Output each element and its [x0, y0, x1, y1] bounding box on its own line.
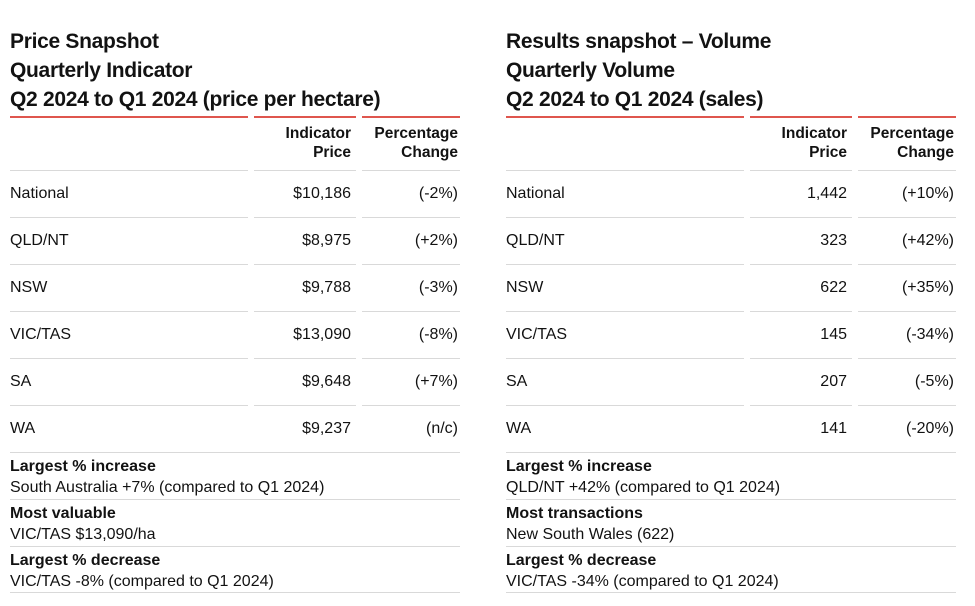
column-header-indicator-price: Indicator Price	[254, 116, 356, 170]
row-change: (n/c)	[362, 405, 460, 452]
row-label: SA	[10, 358, 248, 405]
table-row-vic-tas: VIC/TAS $13,090 (-8%)	[10, 311, 460, 358]
footnote-value: QLD/NT +42% (compared to Q1 2024)	[506, 479, 781, 496]
footnote-value: VIC/TAS $13,090/ha	[10, 526, 156, 543]
row-value: $10,186	[254, 170, 356, 217]
row-label: National	[10, 170, 248, 217]
footnote-value: VIC/TAS -8% (compared to Q1 2024)	[10, 573, 274, 590]
price-table-header-row: Indicator Price Percentage Change	[10, 116, 460, 170]
footnote-label: Largest % decrease	[506, 552, 657, 569]
row-value: 622	[750, 264, 852, 311]
price-table-body: National $10,186 (-2%) QLD/NT $8,975 (+2…	[10, 170, 460, 452]
row-change: (-20%)	[858, 405, 956, 452]
table-row-nsw: NSW 622 (+35%)	[506, 264, 956, 311]
row-label: NSW	[506, 264, 744, 311]
volume-snapshot-table: Results snapshot – Volume Quarterly Volu…	[506, 27, 956, 606]
title-line-1: Price Snapshot	[10, 30, 159, 53]
row-value: $13,090	[254, 311, 356, 358]
row-value: 207	[750, 358, 852, 405]
table-row-wa: WA 141 (-20%)	[506, 405, 956, 452]
table-row-national: National $10,186 (-2%)	[10, 170, 460, 217]
footnote-most-transactions: Most transactions New South Wales (622)	[506, 499, 956, 546]
footnote-most-valuable: Most valuable VIC/TAS $13,090/ha	[10, 499, 460, 546]
row-label: VIC/TAS	[10, 311, 248, 358]
row-label: WA	[10, 405, 248, 452]
row-change: (+7%)	[362, 358, 460, 405]
row-change: (-2%)	[362, 170, 460, 217]
volume-table-header-row: Indicator Price Percentage Change	[506, 116, 956, 170]
row-change: (+2%)	[362, 217, 460, 264]
row-change: (+42%)	[858, 217, 956, 264]
footnote-value: South Australia +7% (compared to Q1 2024…	[10, 479, 325, 496]
footnote-label: Largest % decrease	[10, 552, 161, 569]
volume-table-title: Results snapshot – Volume Quarterly Volu…	[506, 27, 956, 114]
table-row-national: National 1,442 (+10%)	[506, 170, 956, 217]
footnote-label: Most transactions	[506, 505, 643, 522]
row-value: 145	[750, 311, 852, 358]
footnote-label: Largest % increase	[506, 458, 652, 475]
table-row-sa: SA $9,648 (+7%)	[10, 358, 460, 405]
table-row-nsw: NSW $9,788 (-3%)	[10, 264, 460, 311]
row-label: WA	[506, 405, 744, 452]
row-value: 1,442	[750, 170, 852, 217]
row-label: National	[506, 170, 744, 217]
table-row-sa: SA 207 (-5%)	[506, 358, 956, 405]
column-header-indicator-price: Indicator Price	[750, 116, 852, 170]
footnote-largest-decrease: Largest % decrease VIC/TAS -34% (compare…	[506, 546, 956, 593]
row-value: $9,788	[254, 264, 356, 311]
column-header-region	[10, 116, 248, 170]
row-change: (-34%)	[858, 311, 956, 358]
table-row-qld-nt: QLD/NT $8,975 (+2%)	[10, 217, 460, 264]
row-change: (-3%)	[362, 264, 460, 311]
footnote-value: VIC/TAS -34% (compared to Q1 2024)	[506, 573, 779, 590]
row-change: (+10%)	[858, 170, 956, 217]
price-snapshot-table: Price Snapshot Quarterly Indicator Q2 20…	[10, 27, 460, 606]
footnote-largest-increase: Largest % increase South Australia +7% (…	[10, 452, 460, 499]
row-label: QLD/NT	[506, 217, 744, 264]
title-line-1: Results snapshot – Volume	[506, 30, 772, 53]
column-header-percentage-change: Percentage Change	[362, 116, 460, 170]
row-value: 323	[750, 217, 852, 264]
row-value: $8,975	[254, 217, 356, 264]
column-header-percentage-change: Percentage Change	[858, 116, 956, 170]
title-line-2: Quarterly Indicator	[10, 59, 193, 82]
row-change: (-8%)	[362, 311, 460, 358]
row-label: QLD/NT	[10, 217, 248, 264]
footnote-largest-decrease: Largest % decrease VIC/TAS -8% (compared…	[10, 546, 460, 593]
row-label: VIC/TAS	[506, 311, 744, 358]
row-label: SA	[506, 358, 744, 405]
table-row-wa: WA $9,237 (n/c)	[10, 405, 460, 452]
footnote-label: Largest % increase	[10, 458, 156, 475]
row-change: (+35%)	[858, 264, 956, 311]
table-row-qld-nt: QLD/NT 323 (+42%)	[506, 217, 956, 264]
row-label: NSW	[10, 264, 248, 311]
volume-table-body: National 1,442 (+10%) QLD/NT 323 (+42%) …	[506, 170, 956, 452]
footnote-label: Most valuable	[10, 505, 116, 522]
price-table-title: Price Snapshot Quarterly Indicator Q2 20…	[10, 27, 460, 114]
row-value: $9,648	[254, 358, 356, 405]
title-line-3: Q2 2024 to Q1 2024 (sales)	[506, 88, 764, 111]
table-row-vic-tas: VIC/TAS 145 (-34%)	[506, 311, 956, 358]
row-value: 141	[750, 405, 852, 452]
row-value: $9,237	[254, 405, 356, 452]
title-line-3: Q2 2024 to Q1 2024 (price per hectare)	[10, 88, 381, 111]
footnote-value: New South Wales (622)	[506, 526, 675, 543]
title-line-2: Quarterly Volume	[506, 59, 675, 82]
row-change: (-5%)	[858, 358, 956, 405]
column-header-region	[506, 116, 744, 170]
footnote-largest-increase: Largest % increase QLD/NT +42% (compared…	[506, 452, 956, 499]
